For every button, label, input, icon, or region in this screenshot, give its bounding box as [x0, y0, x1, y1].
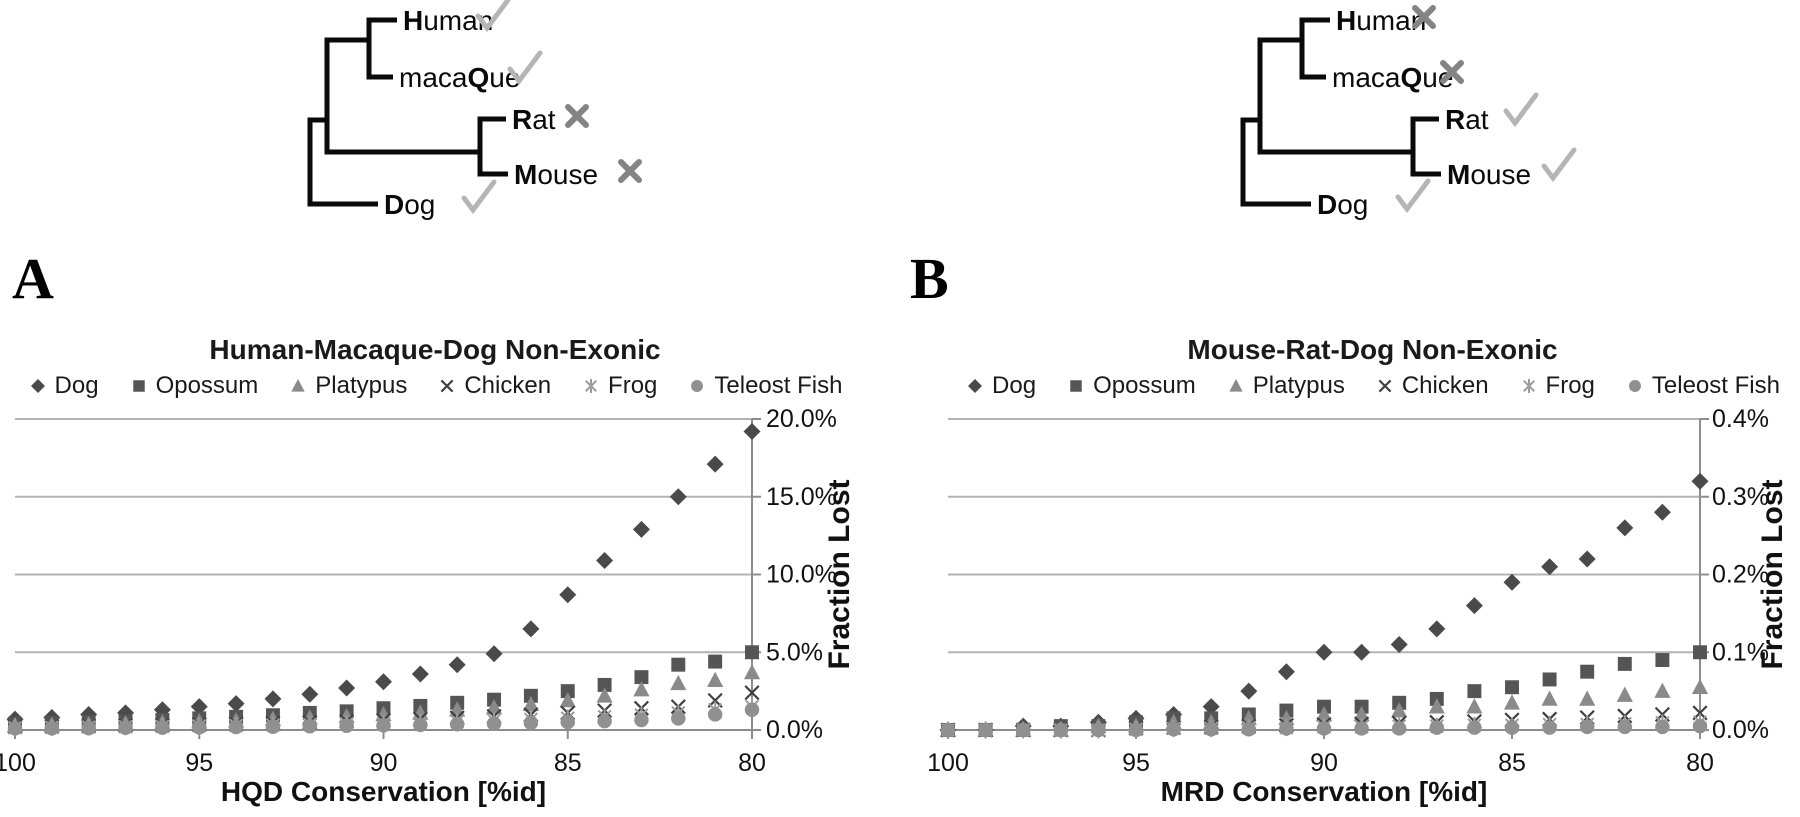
legend-label: Chicken	[1401, 372, 1489, 399]
x-tick-label: 85	[554, 749, 582, 777]
legend-item-dog: Dog	[965, 372, 1036, 400]
legend-item-chicken: Chicken	[437, 372, 551, 400]
chart-b-legend: Dog Opossum Platypus Chicken Frog Teleost Fis…	[950, 372, 1795, 400]
check-icon	[507, 50, 543, 86]
x-marker-icon	[440, 379, 454, 393]
legend-label: Platypus	[315, 372, 408, 399]
y-tick-label: 15.0%	[766, 483, 837, 511]
x-tick-label: 80	[1686, 749, 1714, 777]
panel-a-label: A	[12, 246, 54, 311]
legend-label: Dog	[54, 372, 99, 399]
legend-item-platypus: Platypus	[288, 372, 407, 400]
legend-label: Teleost Fish	[1651, 372, 1780, 399]
y-axis-title: Fraction Lost	[1756, 479, 1789, 669]
legend-item-platypus: Platypus	[1226, 372, 1345, 400]
y-tick-label: 0.4%	[1712, 405, 1769, 433]
y-axis-title: Fraction Lost	[823, 479, 856, 669]
triangle-marker-icon	[291, 379, 305, 392]
series-dog-points	[939, 472, 1709, 739]
check-icon	[475, 0, 511, 33]
hqd-tree-branches	[307, 17, 508, 207]
cross-icon	[618, 159, 642, 183]
plot-panel-a: 20.0% 15.0% 10.0% 5.0% 0.0% 100 95 90 85 80 HQD Co…	[0, 405, 856, 807]
taxon-label-macaque: macaQue	[1332, 62, 1453, 93]
legend-label: Dog	[992, 372, 1037, 399]
taxon-label-mouse: Mouse	[1447, 159, 1531, 190]
legend-item-opossum: Opossum	[129, 372, 259, 400]
legend-item-frog: Frog	[1519, 372, 1595, 400]
legend-label: Opossum	[155, 372, 259, 399]
y-tick-label: 10.0%	[766, 561, 837, 589]
square-marker-icon	[1070, 380, 1082, 392]
legend-label: Opossum	[1093, 372, 1196, 399]
chart-b-title: Mouse-Rat-Dog Non-Exonic	[1187, 334, 1558, 365]
triangle-marker-icon	[1229, 379, 1243, 392]
x-axis-title: HQD Conservation [%id]	[221, 776, 546, 807]
legend-label: Frog	[608, 372, 658, 399]
x-marker-icon	[1378, 379, 1392, 393]
cross-icon	[565, 104, 589, 128]
diamond-marker-icon	[30, 379, 45, 393]
check-icon	[461, 179, 497, 215]
x-tick-label: 90	[370, 749, 398, 777]
legend-item-opossum: Opossum	[1066, 372, 1196, 400]
circle-marker-icon	[1628, 380, 1641, 392]
legend-label: Teleost Fish	[714, 372, 843, 399]
y-tick-label: 0.0%	[1712, 716, 1769, 744]
taxon-label-dog: Dog	[1317, 189, 1368, 220]
legend-item-teleost-fish: Teleost Fish	[1625, 372, 1780, 400]
legend-label: Frog	[1545, 372, 1595, 399]
y-tick-label: 0.1%	[1712, 638, 1769, 666]
taxon-label-mouse: Mouse	[514, 159, 598, 190]
x-tick-label: 80	[738, 749, 766, 777]
star-marker-icon	[1522, 379, 1535, 393]
cross-icon	[1440, 60, 1464, 84]
circle-marker-icon	[691, 380, 704, 392]
taxon-label-rat: Rat	[1445, 104, 1489, 135]
plot-panel-b: 0.4% 0.3% 0.2% 0.1% 0.0% 100 95 90 85 80 MRD Conse…	[927, 405, 1789, 807]
series-teleost-fish-points	[940, 718, 1708, 738]
mrd-tree-branches	[1240, 17, 1441, 207]
y-tick-label: 0.2%	[1712, 561, 1769, 589]
series-teleost-fish-points	[7, 702, 760, 736]
square-marker-icon	[132, 380, 145, 392]
x-axis-title: MRD Conservation [%id]	[1161, 776, 1488, 807]
y-tick-label: 0.3%	[1712, 483, 1769, 511]
legend-item-frog: Frog	[581, 372, 657, 400]
check-icon	[1503, 92, 1539, 128]
taxon-label-rat: Rat	[512, 104, 556, 135]
cross-icon	[1412, 5, 1436, 29]
legend-item-teleost-fish: Teleost Fish	[687, 372, 842, 400]
x-tick-label: 100	[0, 749, 36, 777]
diamond-marker-icon	[968, 379, 983, 393]
legend-label: Platypus	[1252, 372, 1345, 399]
check-icon	[1541, 147, 1577, 183]
taxon-label-macaque: macaQue	[399, 62, 520, 93]
y-tick-label: 0.0%	[766, 716, 823, 744]
legend-label: Chicken	[464, 372, 552, 399]
star-marker-icon	[585, 379, 598, 393]
panel-b-label: B	[910, 246, 949, 311]
check-icon	[1395, 178, 1431, 214]
x-tick-label: 85	[1498, 749, 1526, 777]
y-tick-label: 20.0%	[766, 405, 837, 433]
x-tick-label: 90	[1310, 749, 1338, 777]
y-tick-label: 5.0%	[766, 638, 823, 666]
chart-a-legend: Dog Opossum Platypus Chicken Frog Teleost Fis…	[15, 372, 855, 400]
legend-item-chicken: Chicken	[1375, 372, 1489, 400]
chart-a-title: Human-Macaque-Dog Non-Exonic	[209, 334, 661, 365]
legend-item-dog: Dog	[28, 372, 99, 400]
gridlines	[948, 418, 1709, 731]
scatter-plots: 20.0% 15.0% 10.0% 5.0% 0.0% 100 95 90 85 80 HQD Co…	[0, 405, 1789, 807]
x-tick-label: 100	[927, 749, 969, 777]
x-tick-label: 95	[185, 749, 213, 777]
x-tick-label: 95	[1122, 749, 1150, 777]
taxon-label-dog: Dog	[384, 189, 435, 220]
